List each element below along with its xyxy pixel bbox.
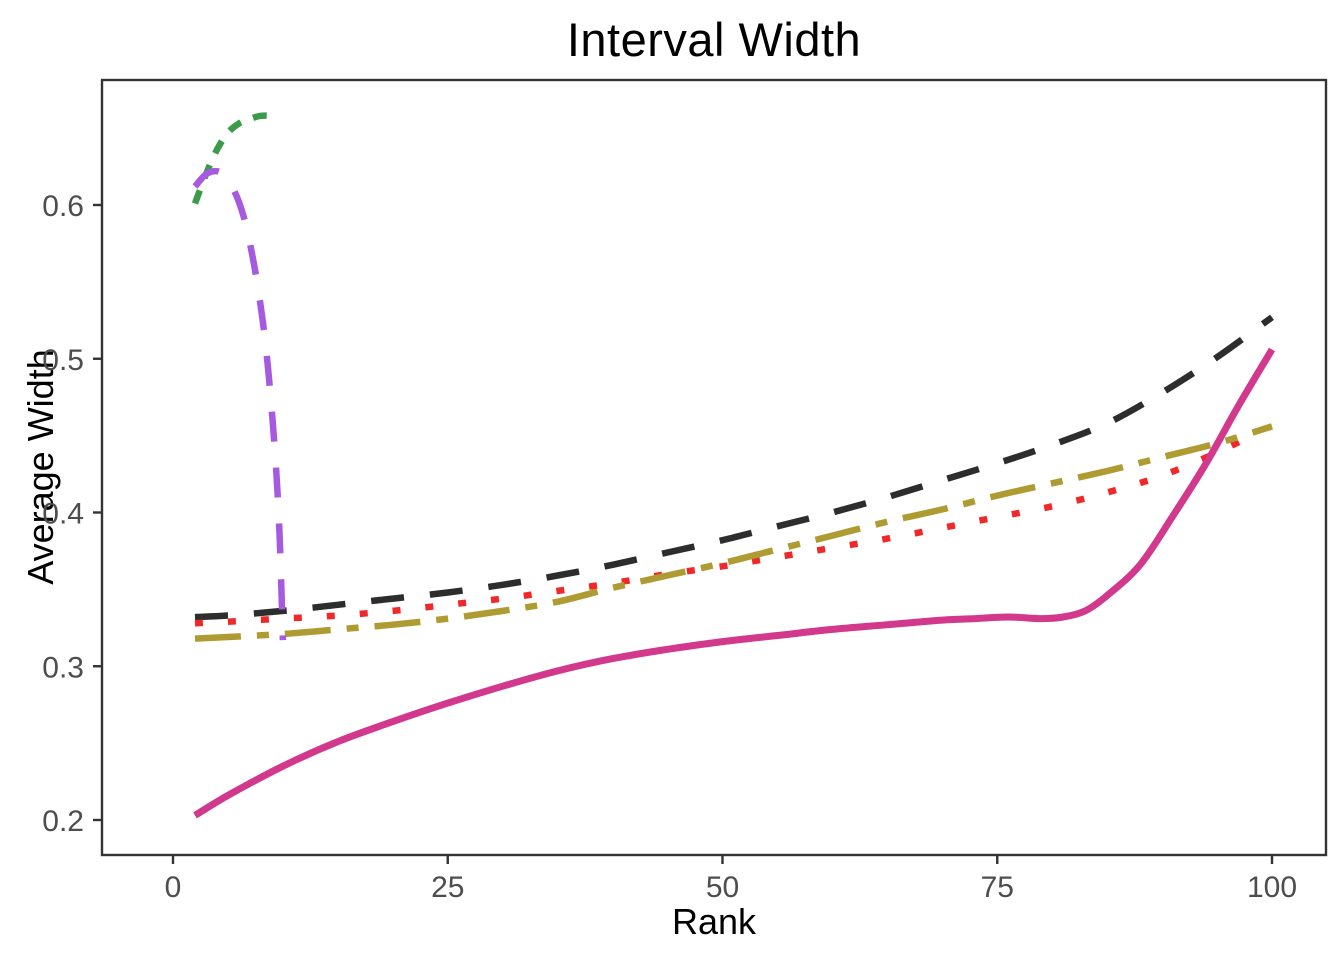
x-tick-label: 75 bbox=[981, 871, 1014, 904]
black-dashed-line bbox=[194, 314, 1274, 621]
green-dotted-line bbox=[191, 112, 272, 205]
x-tick-label: 100 bbox=[1247, 871, 1297, 904]
pink-solid-line bbox=[193, 347, 1276, 819]
x-tick-label: 0 bbox=[165, 871, 182, 904]
y-tick-label: 0.3 bbox=[42, 651, 84, 684]
y-tick-label: 0.4 bbox=[42, 498, 84, 531]
chart-title: Interval Width bbox=[566, 13, 862, 66]
y-tick-label: 0.2 bbox=[42, 805, 84, 838]
y-tick-label: 0.5 bbox=[42, 344, 84, 377]
x-axis-title: Rank bbox=[671, 901, 757, 942]
red-dotted-line bbox=[194, 428, 1263, 627]
purple-longdash-line bbox=[192, 167, 287, 641]
x-tick-label: 50 bbox=[706, 871, 739, 904]
panel-border bbox=[100, 78, 1328, 857]
x-tick-label: 25 bbox=[431, 871, 464, 904]
y-tick-label: 0.6 bbox=[42, 190, 84, 223]
olive-dashdot-line bbox=[194, 423, 1273, 642]
